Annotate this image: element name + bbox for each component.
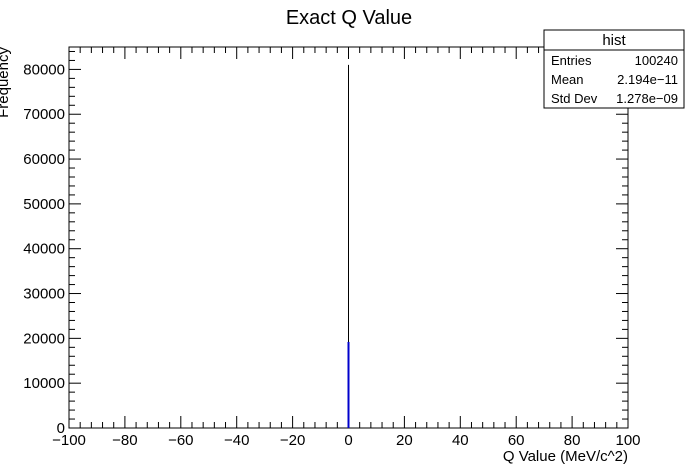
y-tick-label: 60000 — [23, 151, 65, 168]
x-tick-label: 60 — [508, 432, 525, 449]
stats-value-std-dev: 1.278e−09 — [616, 91, 678, 106]
stats-box-frame — [543, 29, 685, 109]
y-tick-label: 40000 — [23, 241, 65, 258]
x-tick-label: 0 — [344, 432, 352, 449]
stats-box: hist Entries 100240 Mean 2.194e−11 Std D… — [543, 29, 685, 109]
stats-value-entries: 100240 — [635, 53, 678, 68]
y-axis: 0 10000 20000 30000 40000 50000 60000 70000 8000… — [23, 50, 628, 437]
x-tick-label: 100 — [615, 432, 640, 449]
x-tick-label: 20 — [396, 432, 413, 449]
y-tick-label: 70000 — [23, 106, 65, 123]
x-tick-label: −100 — [52, 432, 86, 449]
x-tick-label: −80 — [112, 432, 137, 449]
y-axis-label: Frequency — [0, 47, 12, 118]
x-tick-label: 40 — [452, 432, 469, 449]
stats-label-std-dev: Std Dev — [551, 91, 598, 106]
chart-title: Exact Q Value — [286, 7, 412, 29]
y-tick-label: 30000 — [23, 286, 65, 303]
stats-label-entries: Entries — [551, 53, 592, 68]
y-tick-label: 10000 — [23, 375, 65, 392]
x-tick-label: −40 — [224, 432, 249, 449]
y-tick-label: 80000 — [23, 61, 65, 78]
x-tick-label: 80 — [564, 432, 581, 449]
x-tick-label: −60 — [168, 432, 193, 449]
x-tick-label: −20 — [280, 432, 305, 449]
y-tick-label: 20000 — [23, 330, 65, 347]
y-tick-label: 0 — [57, 420, 65, 437]
y-tick-label: 50000 — [23, 196, 65, 213]
stats-value-mean: 2.194e−11 — [617, 72, 678, 87]
stats-label-mean: Mean — [551, 72, 584, 87]
x-axis-label: Q Value (MeV/c^2) — [503, 448, 628, 465]
stats-box-title: hist — [602, 32, 626, 49]
